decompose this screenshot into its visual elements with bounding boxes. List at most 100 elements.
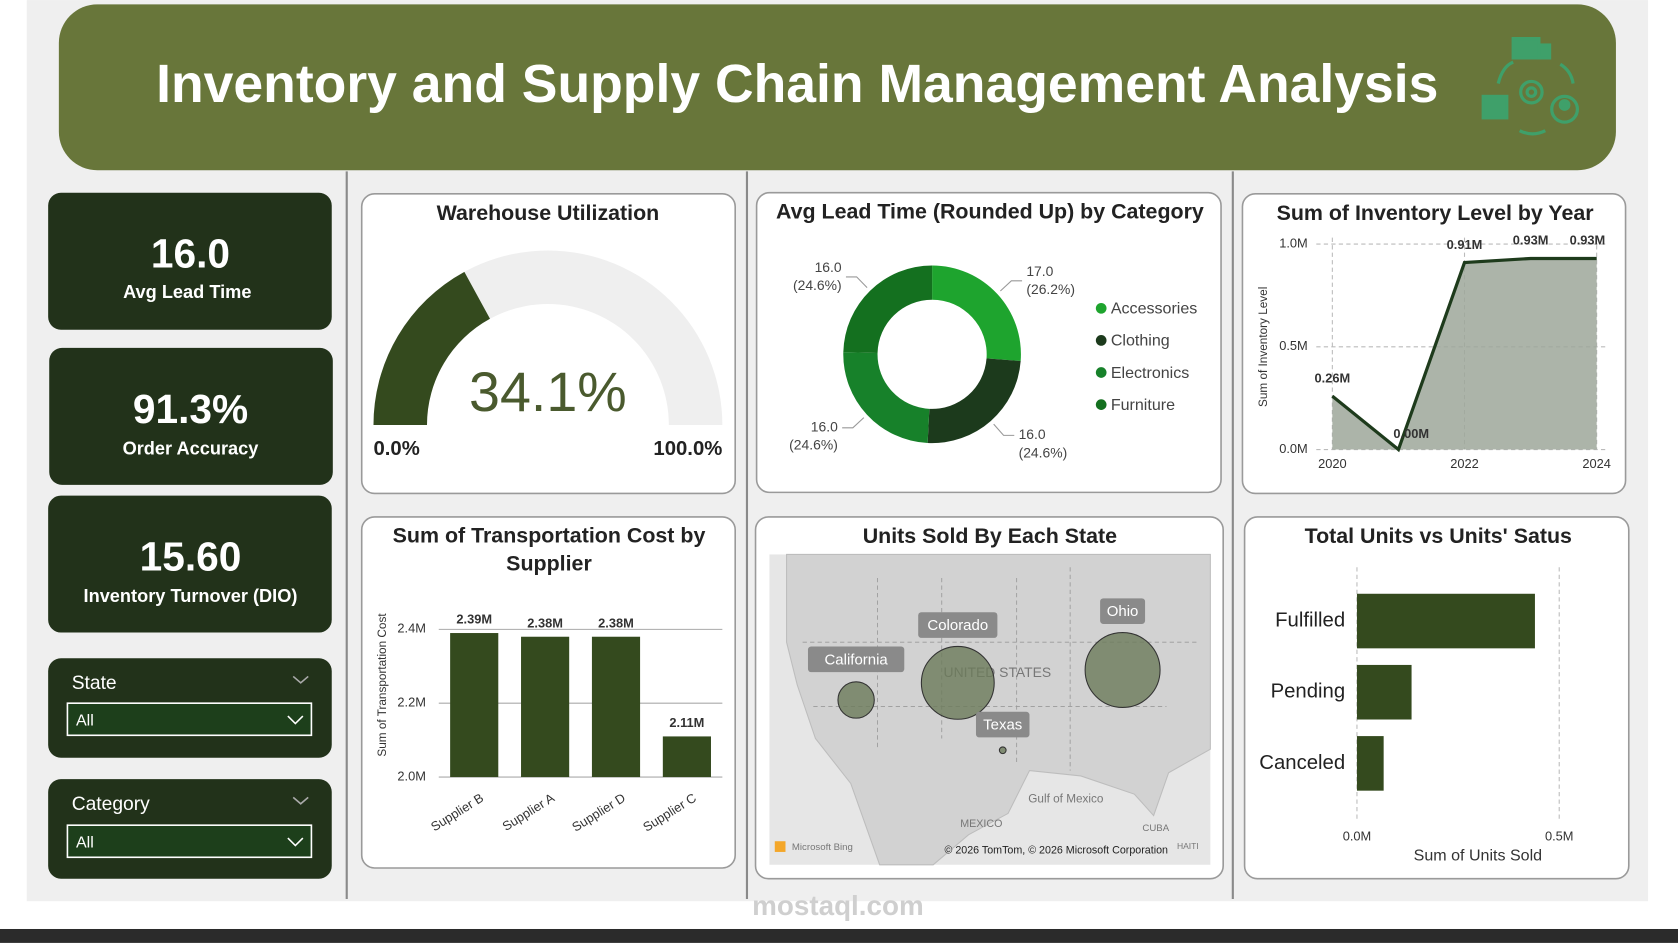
bar [521, 636, 570, 778]
map-label: MEXICO [960, 818, 1002, 830]
bubble-label: Ohio [1107, 603, 1139, 620]
x-tick-label: 2022 [1450, 456, 1479, 471]
map-label: Gulf of Mexico [1028, 793, 1104, 806]
filter-dropdown[interactable] [66, 824, 313, 859]
y-tick-label: 2.4M [397, 621, 426, 636]
data-label: 17.0 [1026, 263, 1053, 279]
filter-value[interactable]: All [76, 712, 94, 730]
area-fill [1332, 258, 1597, 450]
gauge-tick-label: 100.0% [653, 438, 722, 460]
data-label-share: (24.6%) [789, 437, 838, 453]
filter-dropdown[interactable] [66, 702, 313, 737]
bubble-tag [1100, 598, 1146, 624]
filter-label: State [72, 673, 117, 694]
bar [1356, 664, 1412, 720]
leader-line [842, 417, 865, 429]
donut-slice [927, 358, 1021, 444]
leader-line [993, 423, 1015, 436]
donut-slice [843, 265, 933, 353]
bubble-label: Texas [983, 717, 1022, 734]
bar [662, 736, 711, 778]
gauge-value-label: 34.1% [469, 361, 627, 423]
chart-title: Units Sold By Each State [863, 524, 1117, 548]
chart-title-box: Sum of Transportation Cost by Supplier [392, 524, 706, 576]
bubble [998, 746, 1007, 755]
filter-collapse[interactable] [292, 796, 309, 805]
kpi-label: Order Accuracy [123, 438, 260, 458]
bing-logo [774, 841, 786, 852]
data-label: 0.91M [1447, 237, 1483, 252]
y-tick-label: 2.0M [397, 768, 426, 783]
chart-title: Warehouse Utilization [437, 201, 660, 225]
y-tick-label: 2.2M [397, 695, 426, 710]
legend-swatch [1095, 302, 1107, 314]
watermark: mostaql.com [752, 890, 924, 921]
data-label-share: (24.6%) [793, 277, 842, 293]
bubble-tag [975, 711, 1030, 738]
legend-label: Electronics [1111, 364, 1189, 382]
y-tick-label: Pending [1271, 681, 1346, 703]
legend-label: Furniture [1111, 396, 1175, 414]
bubble-tag [807, 646, 905, 673]
bar [450, 633, 499, 778]
data-label: 16.0 [815, 259, 842, 275]
bottom-bar [0, 928, 1678, 943]
map-label: Microsoft Bing [792, 842, 853, 853]
chart-title: Avg Lead Time (Rounded Up) by Category [776, 200, 1204, 224]
filter-collapse[interactable] [292, 675, 309, 684]
data-label: 0.26M [1315, 370, 1351, 385]
data-label: 16.0 [811, 418, 838, 434]
legend-swatch [1095, 399, 1107, 410]
x-tick-label: 2020 [1318, 456, 1347, 471]
line [1331, 256, 1597, 453]
donut-slice [843, 352, 930, 444]
filter-value[interactable]: All [76, 834, 94, 852]
bar [1356, 736, 1384, 791]
header-banner [58, 4, 1616, 171]
data-label: 0.93M [1513, 233, 1549, 248]
data-label: 2.39M [456, 612, 492, 627]
chart-title: Sum of Transportation Cost by Supplier [392, 524, 706, 576]
map-land [786, 553, 1211, 866]
data-label: 2.38M [527, 615, 563, 630]
bar [1356, 593, 1535, 649]
x-tick-label: 0.0M [1343, 828, 1372, 843]
map-label: © 2026 TomTom, © 2026 Microsoft Corporat… [945, 845, 1169, 857]
kpi-value: 16.0 [151, 231, 230, 277]
bubble [837, 681, 875, 719]
kpi-value: 15.60 [140, 534, 242, 580]
header-icon [1481, 37, 1580, 136]
y-tick-label: Canceled [1259, 752, 1345, 774]
kpi-label: Inventory Turnover (DIO) [84, 586, 298, 606]
chart-title: Sum of Inventory Level by Year [1277, 201, 1594, 225]
gauge-value [373, 271, 490, 425]
kpi-value: 91.3% [133, 386, 248, 432]
leader-line [845, 276, 868, 289]
leader-line [1000, 280, 1023, 292]
legend-label: Accessories [1111, 300, 1198, 318]
x-tick-label: 2024 [1582, 456, 1611, 471]
data-label: 0.93M [1570, 233, 1606, 248]
bar [591, 636, 641, 778]
data-label: 16.0 [1019, 426, 1046, 442]
dividers [345, 171, 1234, 900]
data-label: 2.38M [598, 615, 634, 630]
y-axis-title: Sum of Transportation Cost [376, 613, 389, 757]
bubble-tag [918, 612, 998, 638]
legend-label: Clothing [1111, 332, 1170, 350]
legend-swatch [1095, 335, 1107, 346]
map-label: CUBA [1142, 823, 1169, 834]
y-tick-label: 0.0M [1279, 441, 1308, 456]
y-tick-label: 0.5M [1279, 338, 1308, 353]
x-tick-label: 0.5M [1545, 828, 1574, 843]
kpi-label: Avg Lead Time [123, 282, 251, 302]
bubble [920, 645, 995, 720]
x-axis-title: Sum of Units Sold [1414, 846, 1542, 864]
page-title: Inventory and Supply Chain Management An… [156, 55, 1438, 114]
data-label: 0.00M [1393, 426, 1429, 441]
y-tick-label: 1.0M [1279, 235, 1308, 250]
donut-slice [932, 265, 1021, 362]
bubble-label: Colorado [927, 617, 988, 634]
